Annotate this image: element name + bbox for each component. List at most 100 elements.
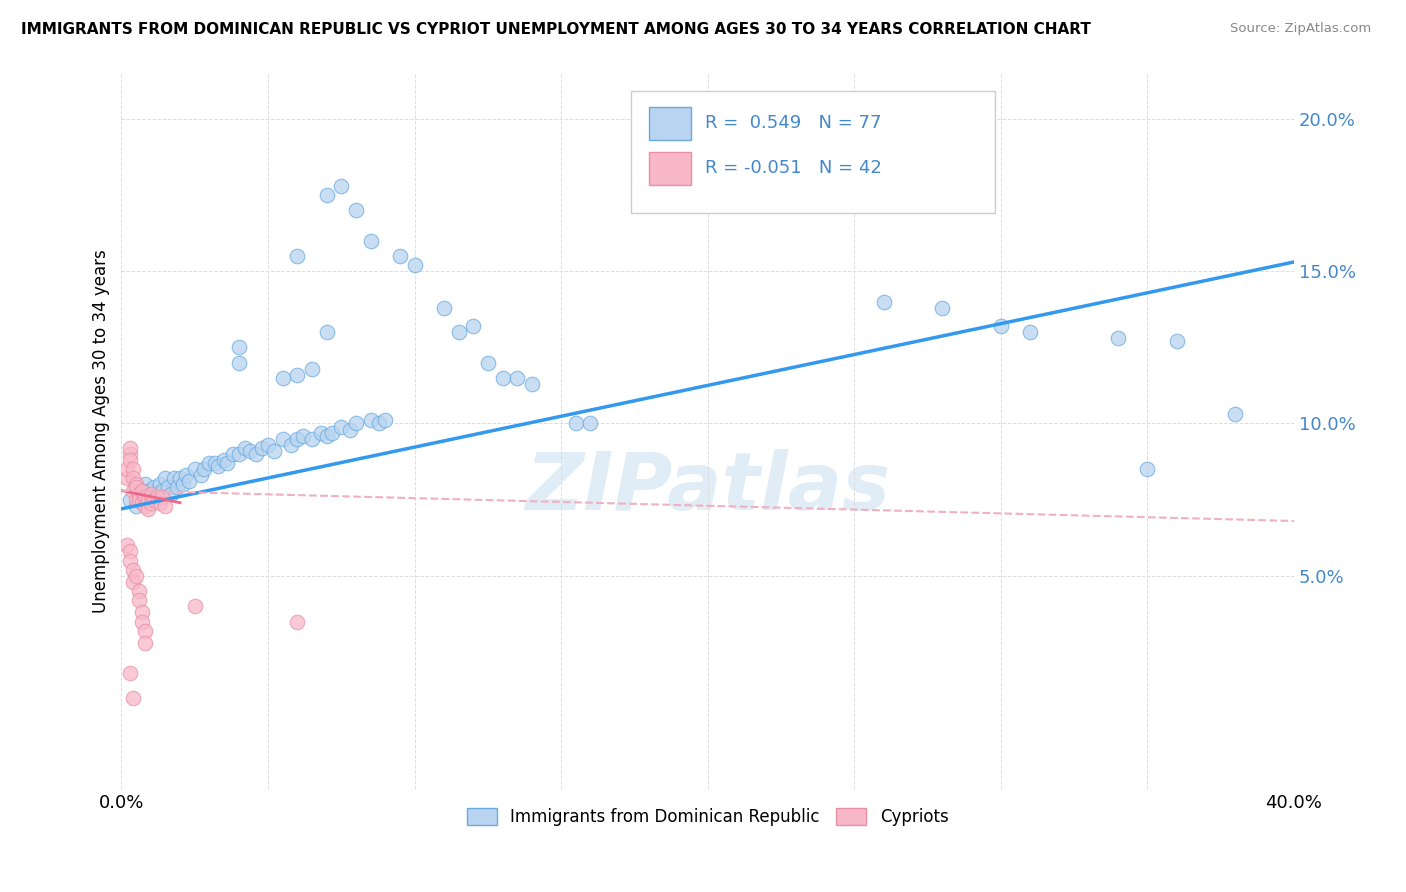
Text: ZIPatlas: ZIPatlas bbox=[526, 450, 890, 527]
Point bbox=[122, 471, 145, 485]
Point bbox=[122, 690, 145, 705]
Point bbox=[222, 447, 245, 461]
Point bbox=[128, 584, 150, 599]
Point bbox=[1166, 334, 1188, 348]
Point bbox=[215, 456, 238, 470]
Point bbox=[228, 340, 250, 354]
Point bbox=[122, 462, 145, 476]
Point bbox=[285, 432, 308, 446]
Point bbox=[506, 371, 529, 385]
FancyBboxPatch shape bbox=[650, 153, 692, 186]
Point bbox=[117, 538, 139, 552]
Point bbox=[292, 428, 315, 442]
Point bbox=[491, 371, 513, 385]
Point bbox=[125, 499, 148, 513]
Point bbox=[128, 486, 150, 500]
Point bbox=[463, 318, 485, 333]
Point bbox=[139, 486, 162, 500]
Point bbox=[120, 554, 142, 568]
Point bbox=[1107, 331, 1129, 345]
Point bbox=[139, 496, 162, 510]
Point bbox=[134, 624, 156, 638]
Point bbox=[1225, 408, 1247, 422]
Point bbox=[280, 438, 302, 452]
Point bbox=[134, 490, 156, 504]
Point bbox=[360, 234, 382, 248]
Text: R = -0.051   N = 42: R = -0.051 N = 42 bbox=[706, 160, 882, 178]
Point bbox=[315, 187, 337, 202]
Point bbox=[172, 477, 194, 491]
Point bbox=[120, 544, 142, 558]
Point bbox=[257, 438, 280, 452]
Point bbox=[120, 441, 142, 455]
Point bbox=[360, 413, 382, 427]
Point bbox=[477, 355, 499, 369]
Point bbox=[152, 490, 174, 504]
Point bbox=[520, 376, 543, 391]
Point bbox=[120, 453, 142, 467]
Point bbox=[872, 294, 894, 309]
Point bbox=[139, 490, 162, 504]
Point bbox=[285, 368, 308, 382]
Point bbox=[163, 471, 186, 485]
Point bbox=[128, 486, 150, 500]
Point bbox=[315, 428, 337, 442]
Point bbox=[125, 481, 148, 495]
Point bbox=[183, 462, 205, 476]
Point bbox=[155, 471, 177, 485]
Point bbox=[271, 371, 294, 385]
Point bbox=[136, 501, 159, 516]
Point bbox=[125, 477, 148, 491]
Point bbox=[250, 441, 273, 455]
Point bbox=[134, 477, 156, 491]
Point bbox=[404, 258, 426, 272]
Point bbox=[433, 301, 456, 315]
Point bbox=[271, 432, 294, 446]
Point bbox=[321, 425, 343, 440]
Point bbox=[169, 471, 191, 485]
Point bbox=[204, 456, 226, 470]
Point bbox=[125, 569, 148, 583]
Point bbox=[131, 492, 153, 507]
Text: Source: ZipAtlas.com: Source: ZipAtlas.com bbox=[1230, 22, 1371, 36]
Text: R =  0.549   N = 77: R = 0.549 N = 77 bbox=[706, 114, 882, 132]
Point bbox=[145, 486, 167, 500]
Point bbox=[330, 419, 353, 434]
Point bbox=[388, 249, 411, 263]
Point bbox=[136, 492, 159, 507]
Point bbox=[148, 496, 170, 510]
Point bbox=[207, 459, 229, 474]
Point bbox=[339, 423, 361, 437]
Point bbox=[157, 481, 180, 495]
Point bbox=[579, 417, 602, 431]
Point bbox=[120, 447, 142, 461]
Text: IMMIGRANTS FROM DOMINICAN REPUBLIC VS CYPRIOT UNEMPLOYMENT AMONG AGES 30 TO 34 Y: IMMIGRANTS FROM DOMINICAN REPUBLIC VS CY… bbox=[21, 22, 1091, 37]
Point bbox=[368, 417, 391, 431]
Point bbox=[128, 593, 150, 607]
Point bbox=[122, 483, 145, 498]
Point bbox=[117, 471, 139, 485]
Point bbox=[183, 599, 205, 614]
Point bbox=[344, 417, 367, 431]
Point bbox=[131, 615, 153, 629]
Point bbox=[174, 468, 197, 483]
Point bbox=[212, 453, 235, 467]
Point bbox=[931, 301, 953, 315]
Point bbox=[1019, 325, 1042, 339]
FancyBboxPatch shape bbox=[650, 107, 692, 140]
Point bbox=[122, 574, 145, 589]
Point bbox=[152, 483, 174, 498]
Point bbox=[990, 318, 1012, 333]
Point bbox=[263, 444, 285, 458]
Point bbox=[142, 492, 165, 507]
Point bbox=[330, 178, 353, 193]
Point bbox=[285, 615, 308, 629]
Point bbox=[142, 481, 165, 495]
Point bbox=[301, 432, 323, 446]
Point bbox=[145, 490, 167, 504]
Point bbox=[128, 492, 150, 507]
Point bbox=[447, 325, 470, 339]
Point bbox=[193, 462, 215, 476]
Point bbox=[160, 486, 183, 500]
Point bbox=[125, 492, 148, 507]
